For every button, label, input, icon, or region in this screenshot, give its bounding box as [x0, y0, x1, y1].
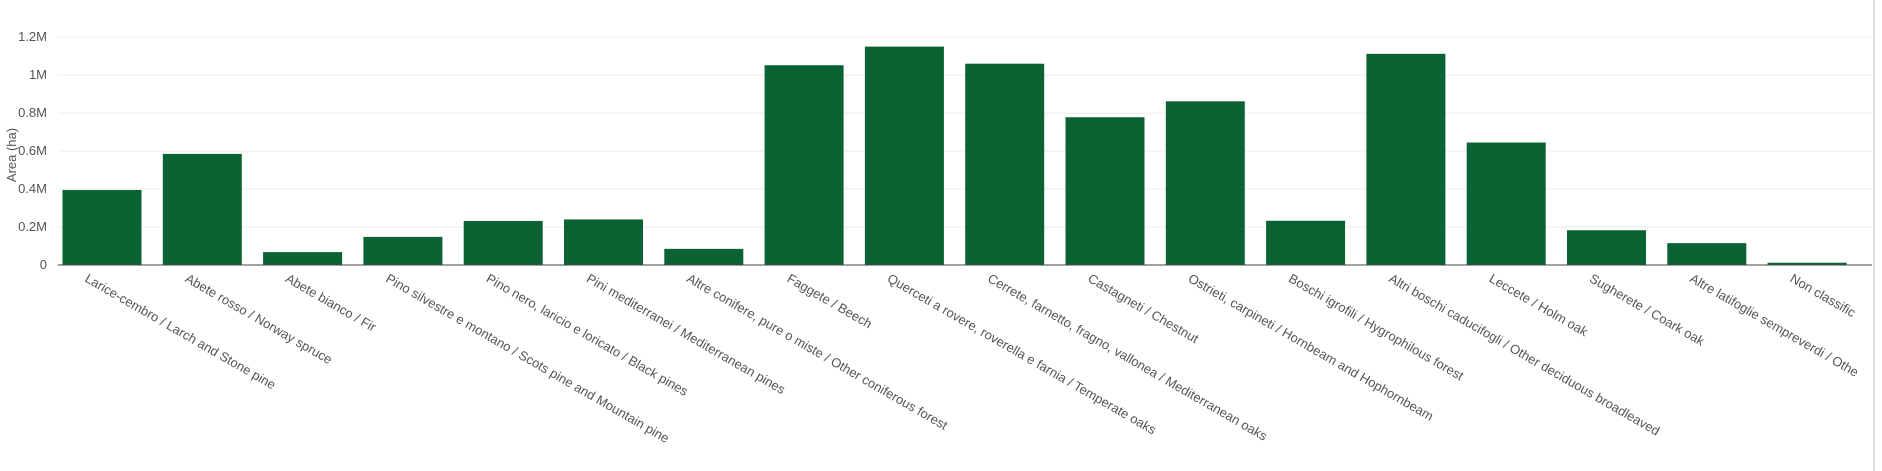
gridlines	[58, 36, 1872, 228]
bar	[1366, 53, 1446, 266]
y-tick-label: 0.2M	[18, 219, 47, 234]
bar	[1165, 101, 1245, 265]
bar	[162, 153, 242, 265]
bar	[664, 248, 744, 265]
x-category-label: Faggete / Beech	[785, 271, 875, 332]
bar	[62, 189, 142, 265]
y-tick-label: 0	[40, 257, 47, 272]
bar	[463, 220, 543, 265]
x-axis-labels: Larice-cembro / Larch and Stone pineAbet…	[83, 271, 1862, 446]
bar	[1567, 230, 1646, 265]
x-category-label: Larice-cembro / Larch and Stone pine	[83, 271, 279, 393]
bar	[1266, 220, 1346, 265]
x-category-label: Pino nero, laricio e loricato / Black pi…	[484, 271, 692, 399]
y-tick-label: 0.4M	[18, 181, 47, 196]
bar	[764, 65, 844, 265]
bar	[1065, 117, 1145, 265]
x-category-label: Non classific	[1788, 271, 1859, 321]
bar	[263, 252, 343, 265]
bar	[1767, 262, 1847, 265]
y-axis-title: Area (ha)	[4, 128, 19, 182]
y-tick-label: 1M	[29, 67, 47, 82]
y-axis-ticks: 0 0.2M 0.4M 0.6M 0.8M 1M 1.2M	[18, 29, 47, 272]
bar	[1667, 243, 1747, 265]
x-category-label: Leccete / Holm oak	[1487, 271, 1591, 340]
bar	[864, 46, 944, 265]
y-tick-label: 0.6M	[18, 143, 47, 158]
x-category-label: Pini mediterranei / Mediterranean pines	[584, 271, 788, 398]
bar	[363, 236, 443, 265]
bar	[564, 219, 643, 265]
x-category-label: Boschi igrofili / Hygrophilous forest	[1286, 271, 1467, 384]
x-category-label: Abete bianco / Fir	[283, 271, 379, 335]
bar	[965, 63, 1045, 266]
bars	[62, 46, 1847, 266]
y-tick-label: 1.2M	[18, 29, 47, 44]
x-category-label: Altre latifoglie sempreverdi / Othe	[1687, 271, 1861, 380]
y-tick-label: 0.8M	[18, 105, 47, 120]
bar	[1466, 142, 1546, 265]
